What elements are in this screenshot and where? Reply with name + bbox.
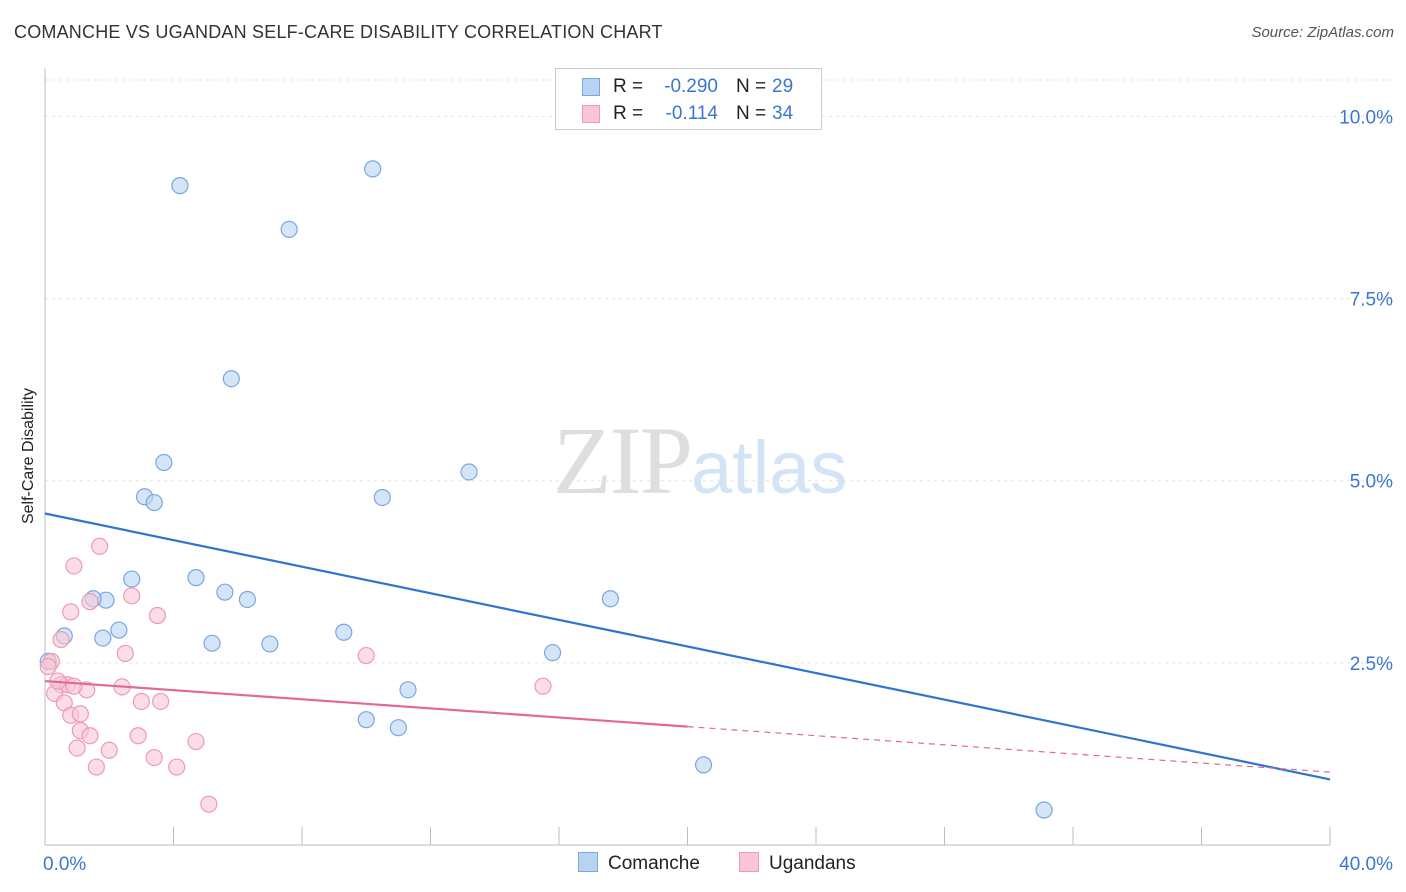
point-comanche	[171, 177, 189, 195]
point-comanche	[238, 590, 256, 609]
point-ugandans	[100, 741, 118, 759]
point-ugandans	[132, 692, 150, 711]
legend-label-ugandans: Ugandans	[769, 853, 856, 874]
point-comanche	[373, 488, 391, 507]
point-comanche	[389, 719, 407, 737]
point-ugandans	[187, 732, 205, 751]
point-comanche	[94, 629, 112, 647]
point-ugandans	[91, 537, 109, 555]
point-comanche	[145, 493, 163, 512]
y-tick-label: 2.5%	[1350, 654, 1393, 675]
point-comanche	[280, 220, 298, 238]
stats-box: R = -0.290 N = 29 R = -0.114 N = 34	[555, 68, 822, 130]
trendline-extension-ugandans	[687, 726, 1331, 773]
point-comanche	[694, 756, 713, 774]
point-ugandans	[39, 657, 57, 676]
point-comanche	[261, 635, 279, 653]
point-ugandans	[65, 677, 83, 695]
point-ugandans	[65, 557, 83, 575]
point-ugandans	[81, 593, 99, 611]
point-comanche	[335, 623, 353, 641]
point-ugandans	[152, 692, 170, 711]
legend-swatch-ugandans	[739, 852, 759, 872]
point-comanche	[110, 621, 128, 639]
point-comanche	[222, 370, 240, 388]
stats-swatch-comanche	[582, 78, 600, 96]
point-ugandans	[145, 748, 163, 767]
y-tick-label: 5.0%	[1350, 472, 1393, 493]
source-credit: Source: ZipAtlas.com	[1251, 24, 1394, 41]
watermark: ZIPatlas	[553, 405, 847, 516]
point-comanche	[155, 453, 173, 472]
y-tick-label: 7.5%	[1350, 290, 1393, 311]
trendline-ugandans	[44, 679, 688, 728]
legend-swatch-comanche	[578, 852, 598, 872]
watermark-zip: ZIP	[553, 407, 693, 514]
point-ugandans	[123, 587, 141, 605]
r-label: R =	[613, 103, 644, 124]
point-comanche	[187, 569, 205, 587]
point-ugandans	[71, 705, 89, 723]
stats-swatch-ugandans	[582, 105, 600, 123]
point-comanche	[216, 583, 234, 601]
point-ugandans	[68, 739, 86, 757]
y-tick-label: 10.0%	[1339, 107, 1393, 128]
point-ugandans	[168, 758, 186, 776]
n-value: 29	[772, 76, 794, 97]
point-ugandans	[87, 758, 106, 776]
r-label: R =	[613, 76, 644, 97]
stats-row-comanche: R = -0.290 N = 29	[556, 74, 821, 101]
r-value: -0.290	[664, 76, 718, 97]
x-tick-label: 0.0%	[43, 854, 86, 875]
point-ugandans	[62, 603, 80, 621]
point-ugandans	[200, 795, 218, 813]
point-comanche	[364, 160, 382, 178]
point-comanche	[601, 590, 620, 608]
legend-label-comanche: Comanche	[608, 853, 700, 874]
point-ugandans	[81, 727, 99, 745]
point-ugandans	[534, 677, 552, 695]
n-label: N =	[736, 103, 767, 124]
legend-item-ugandans: Ugandans	[739, 852, 856, 876]
point-ugandans	[52, 630, 70, 649]
point-comanche	[460, 463, 478, 481]
watermark-atlas: atlas	[691, 426, 848, 509]
point-comanche	[123, 570, 141, 588]
point-ugandans	[129, 727, 147, 745]
chart-title: COMANCHE VS UGANDAN SELF-CARE DISABILITY…	[14, 22, 663, 42]
legend-item-comanche: Comanche	[578, 852, 700, 876]
point-comanche	[543, 644, 562, 662]
point-comanche	[357, 711, 375, 729]
point-comanche	[203, 634, 221, 652]
x-tick-label: 40.0%	[1339, 854, 1393, 875]
stats-row-ugandans: R = -0.114 N = 34	[556, 101, 821, 128]
point-comanche	[1035, 801, 1053, 819]
n-label: N =	[736, 76, 767, 97]
r-value: -0.114	[665, 103, 718, 124]
point-ugandans	[357, 646, 375, 665]
point-comanche	[399, 681, 417, 699]
n-value: 34	[772, 103, 794, 124]
point-ugandans	[116, 644, 134, 662]
trendline-comanche	[44, 512, 1331, 781]
point-ugandans	[148, 606, 167, 625]
